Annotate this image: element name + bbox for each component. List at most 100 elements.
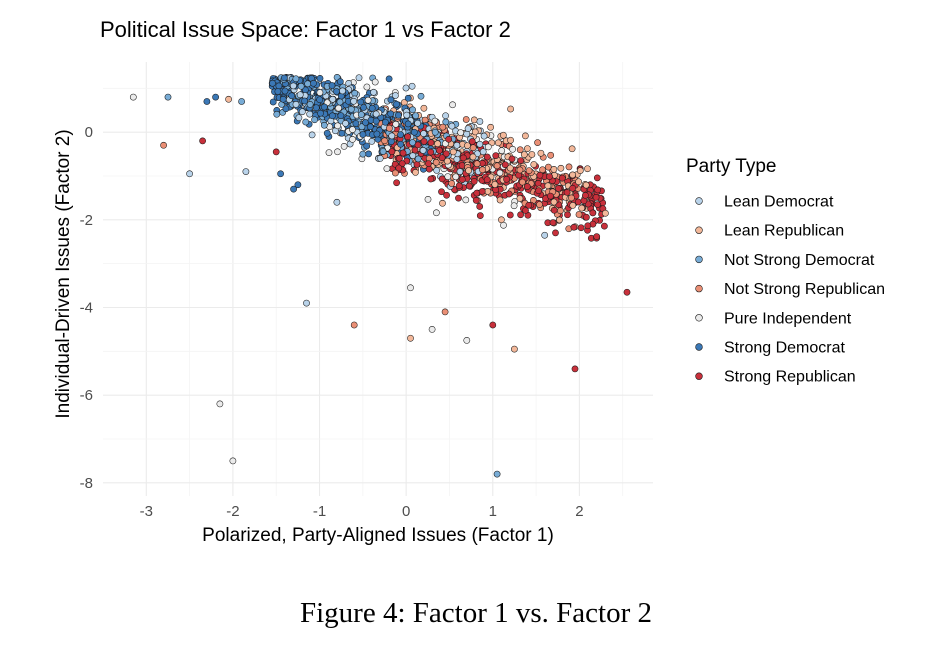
cluster-point [410,128,418,136]
cluster-point [334,122,341,130]
cluster-point [494,139,502,147]
cluster-point [582,192,589,199]
cluster-point [414,119,421,127]
cluster-point [438,188,445,196]
cluster-point [550,206,558,214]
cluster-point [379,148,387,155]
cluster-point [393,179,400,187]
cluster-point [349,136,356,143]
cluster-point [317,109,324,117]
data-point [212,93,219,101]
data-point [160,141,167,149]
cluster-point [564,211,571,219]
y-tick-label: -2 [80,212,93,229]
cluster-point [473,160,481,168]
cluster-point [403,111,411,119]
cluster-point [501,161,509,169]
cluster-point [506,211,514,219]
cluster-point [351,89,359,97]
cluster-point [409,106,416,114]
cluster-point [381,137,388,145]
cluster-point [530,161,538,168]
cluster-point [525,201,533,209]
cluster-point [371,78,379,86]
cluster-point [349,126,356,133]
cluster-point [465,167,472,174]
cluster-point [360,104,367,111]
cluster-point [388,148,396,155]
cluster-point [505,190,513,198]
cluster-point [408,82,416,90]
cluster-point [372,117,380,125]
x-tick-label: -3 [140,503,153,520]
cluster-point [393,100,400,108]
cluster-point [550,166,558,173]
cluster-point [336,78,344,85]
data-point [571,365,579,373]
cluster-point [552,229,559,237]
cluster-point [556,216,563,224]
cluster-point [449,148,457,156]
cluster-point [269,98,277,106]
cluster-point [366,123,374,131]
cluster-point [396,155,403,162]
cluster-point [523,183,531,190]
x-axis-title: Polarized, Party-Aligned Issues (Factor … [202,525,554,546]
data-point [199,137,206,145]
cluster-point [557,207,564,215]
cluster-point [420,104,428,112]
cluster-point [368,104,376,112]
cluster-point [565,163,573,171]
cluster-point [491,181,499,188]
cluster-point [336,98,344,106]
data-point [303,299,310,307]
cluster-point [578,204,586,212]
data-point [407,284,414,292]
data-point [277,170,284,178]
cluster-point [308,131,316,139]
cluster-point [414,155,422,163]
legend-swatch [695,372,703,380]
legend-label: Strong Republican [724,369,856,386]
cluster-point [576,167,584,174]
cluster-point [555,185,562,192]
cluster-point [274,88,282,95]
cluster-point [363,142,371,150]
cluster-point [357,98,365,106]
cluster-point [404,133,412,141]
data-point [541,231,549,239]
cluster-point [522,207,529,214]
cluster-point [507,105,514,113]
cluster-point [574,198,582,206]
cluster-point [306,110,314,118]
cluster-point [350,97,358,105]
cluster-point [479,148,487,156]
cluster-point [316,96,324,104]
cluster-point [387,110,395,118]
cluster-point [479,166,486,174]
x-tick-label: 1 [489,503,497,520]
cluster-point [528,151,536,158]
data-point [242,168,250,175]
legend-title: Party Type [686,156,776,177]
cluster-point [281,74,288,82]
data-point [272,148,280,156]
data-point [238,98,245,105]
cluster-point [411,146,419,154]
cluster-point [498,147,506,154]
cluster-point [275,82,283,90]
cluster-point [535,187,542,195]
cluster-point [493,162,501,170]
cluster-point [427,139,435,146]
cluster-point [563,189,571,196]
data-point [489,321,497,329]
cluster-point [549,219,557,226]
cluster-point [469,144,477,152]
cluster-point [516,146,524,154]
legend-label: Not Strong Democrat [724,252,875,269]
cluster-point [335,104,342,112]
cluster-point [301,97,308,105]
y-tick-label: 0 [85,124,93,141]
cluster-point [442,150,450,158]
cluster-point [333,88,340,95]
